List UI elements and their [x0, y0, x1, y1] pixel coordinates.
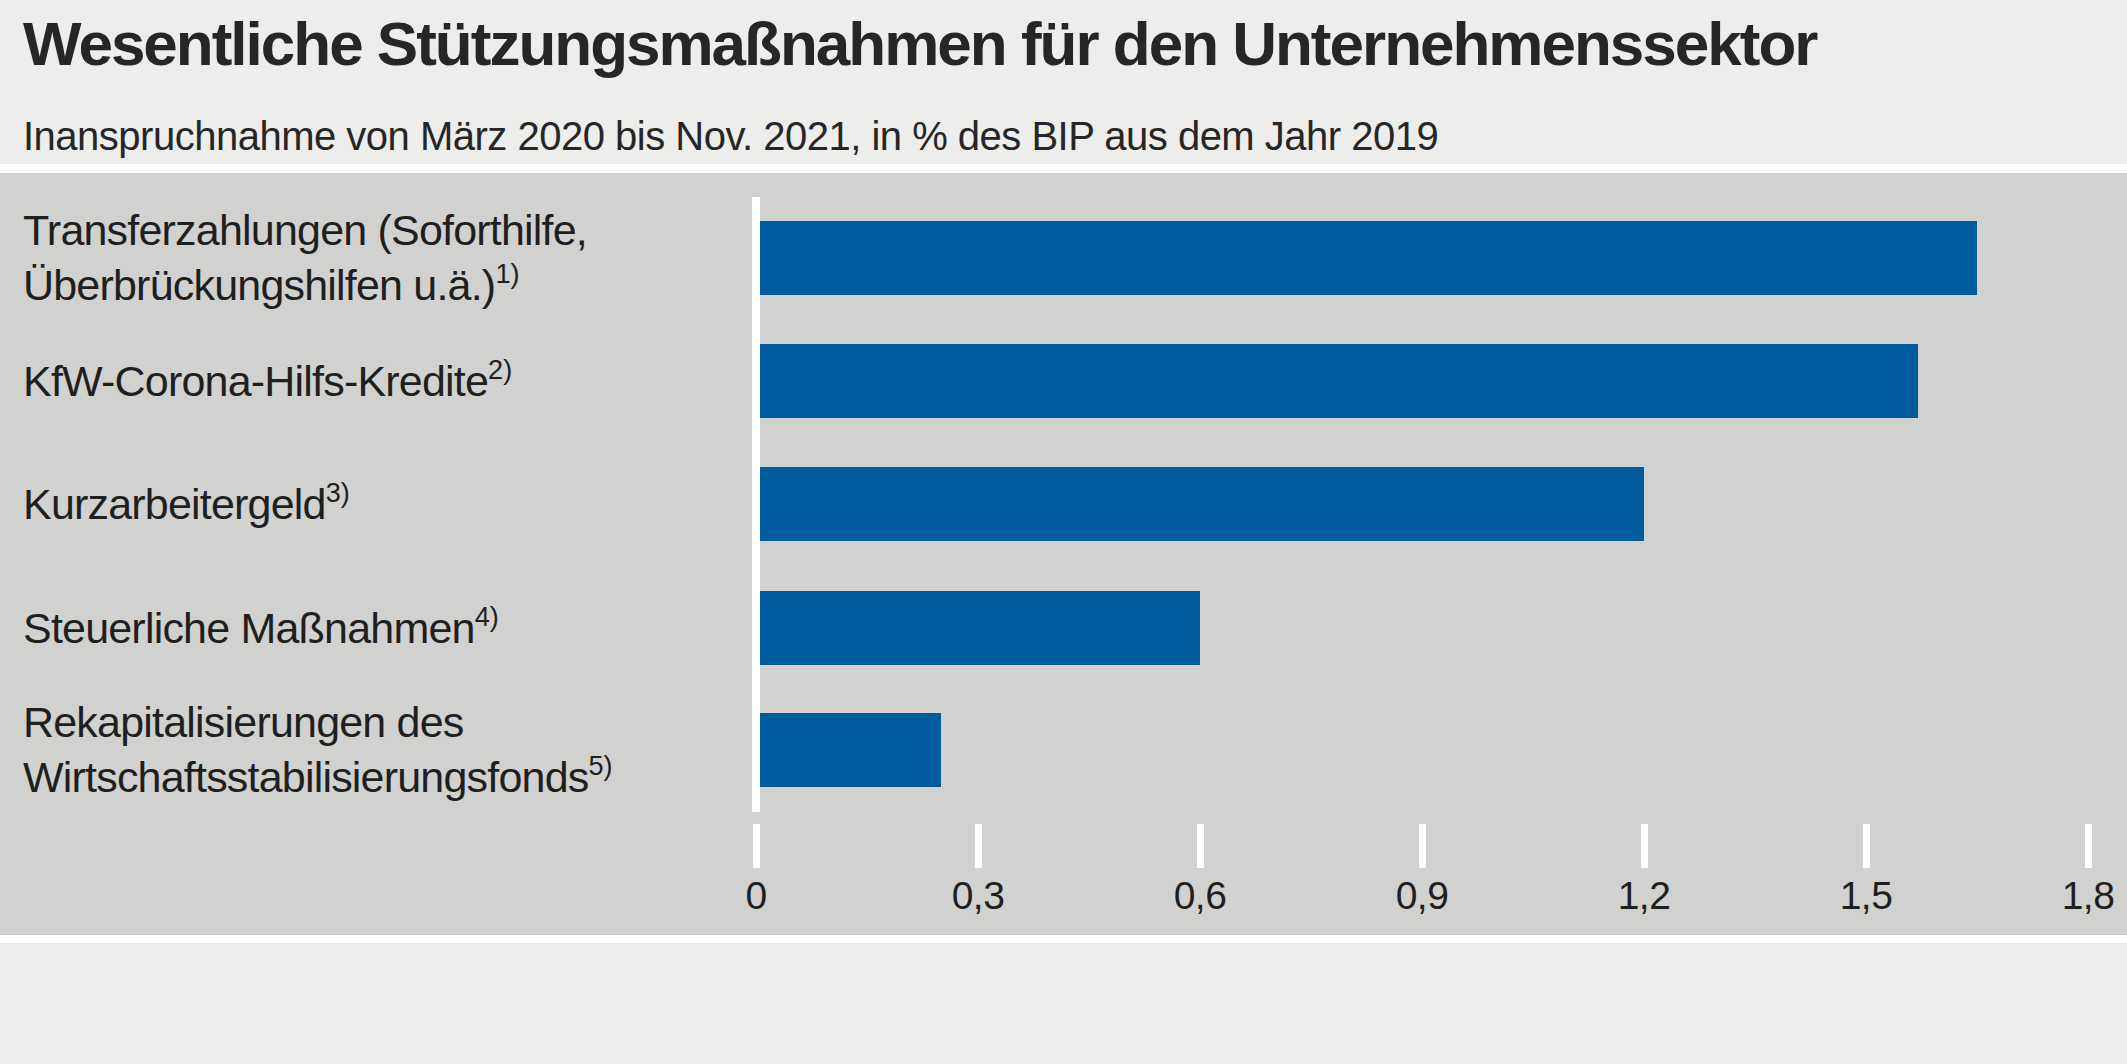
category-label-line: Rekapitalisierungen des — [23, 698, 464, 746]
x-tick-mark — [1863, 824, 1870, 868]
category-label-line: KfW-Corona-Hilfs-Kredite — [23, 357, 488, 405]
x-tick-mark — [1419, 824, 1426, 868]
x-tick-mark — [1641, 824, 1648, 868]
category-label: Rekapitalisierungen des Wirtschaftsstabil… — [23, 695, 738, 805]
x-tick-mark — [753, 824, 760, 868]
category-label-line: Kurzarbeitergeld — [23, 480, 326, 528]
category-label-line: Wirtschaftsstabilisierungsfonds — [23, 753, 589, 801]
category-label: KfW-Corona-Hilfs-Kredite2) — [23, 354, 738, 409]
x-tick-label: 1,5 — [1840, 874, 1893, 918]
x-tick-mark — [2085, 824, 2092, 868]
bar — [760, 591, 1200, 665]
page-title: Wesentliche Stützungsmaßnahmen für den U… — [23, 8, 1816, 79]
y-axis-line — [752, 197, 760, 812]
bar — [760, 221, 1977, 295]
x-tick-label: 0,6 — [1174, 874, 1227, 918]
chart-page: Wesentliche Stützungsmaßnahmen für den U… — [0, 0, 2127, 1064]
bar — [760, 344, 1918, 418]
footnote-marker: 2) — [488, 353, 512, 384]
category-label-line: Überbrückungshilfen u.ä.) — [23, 261, 495, 309]
header-band: Wesentliche Stützungsmaßnahmen für den U… — [0, 0, 2127, 164]
bar — [760, 713, 941, 787]
category-label: Transferzahlungen (Soforthilfe, Überbrück… — [23, 203, 738, 313]
category-label-line: Steuerliche Maßnahmen — [23, 604, 475, 652]
x-tick-label: 1,2 — [1618, 874, 1671, 918]
footnote-marker: 4) — [475, 600, 499, 631]
footnote-marker: 3) — [326, 476, 350, 507]
footnote-marker: 1) — [495, 258, 519, 289]
page-subtitle: Inanspruchnahme von März 2020 bis Nov. 2… — [23, 114, 1438, 159]
category-label: Kurzarbeitergeld3) — [23, 477, 738, 532]
footer-band: Deutsche Bundesbank — [0, 943, 2127, 1064]
x-tick-label: 1,8 — [2062, 874, 2115, 918]
x-tick-label: 0 — [745, 874, 766, 918]
category-label-line: Transferzahlungen (Soforthilfe, — [23, 206, 587, 254]
x-tick-mark — [1197, 824, 1204, 868]
bar — [760, 467, 1644, 541]
category-label: Steuerliche Maßnahmen4) — [23, 601, 738, 656]
footnote-marker: 5) — [589, 750, 613, 781]
x-tick-label: 0,9 — [1396, 874, 1449, 918]
x-tick-label: 0,3 — [952, 874, 1005, 918]
x-tick-mark — [975, 824, 982, 868]
